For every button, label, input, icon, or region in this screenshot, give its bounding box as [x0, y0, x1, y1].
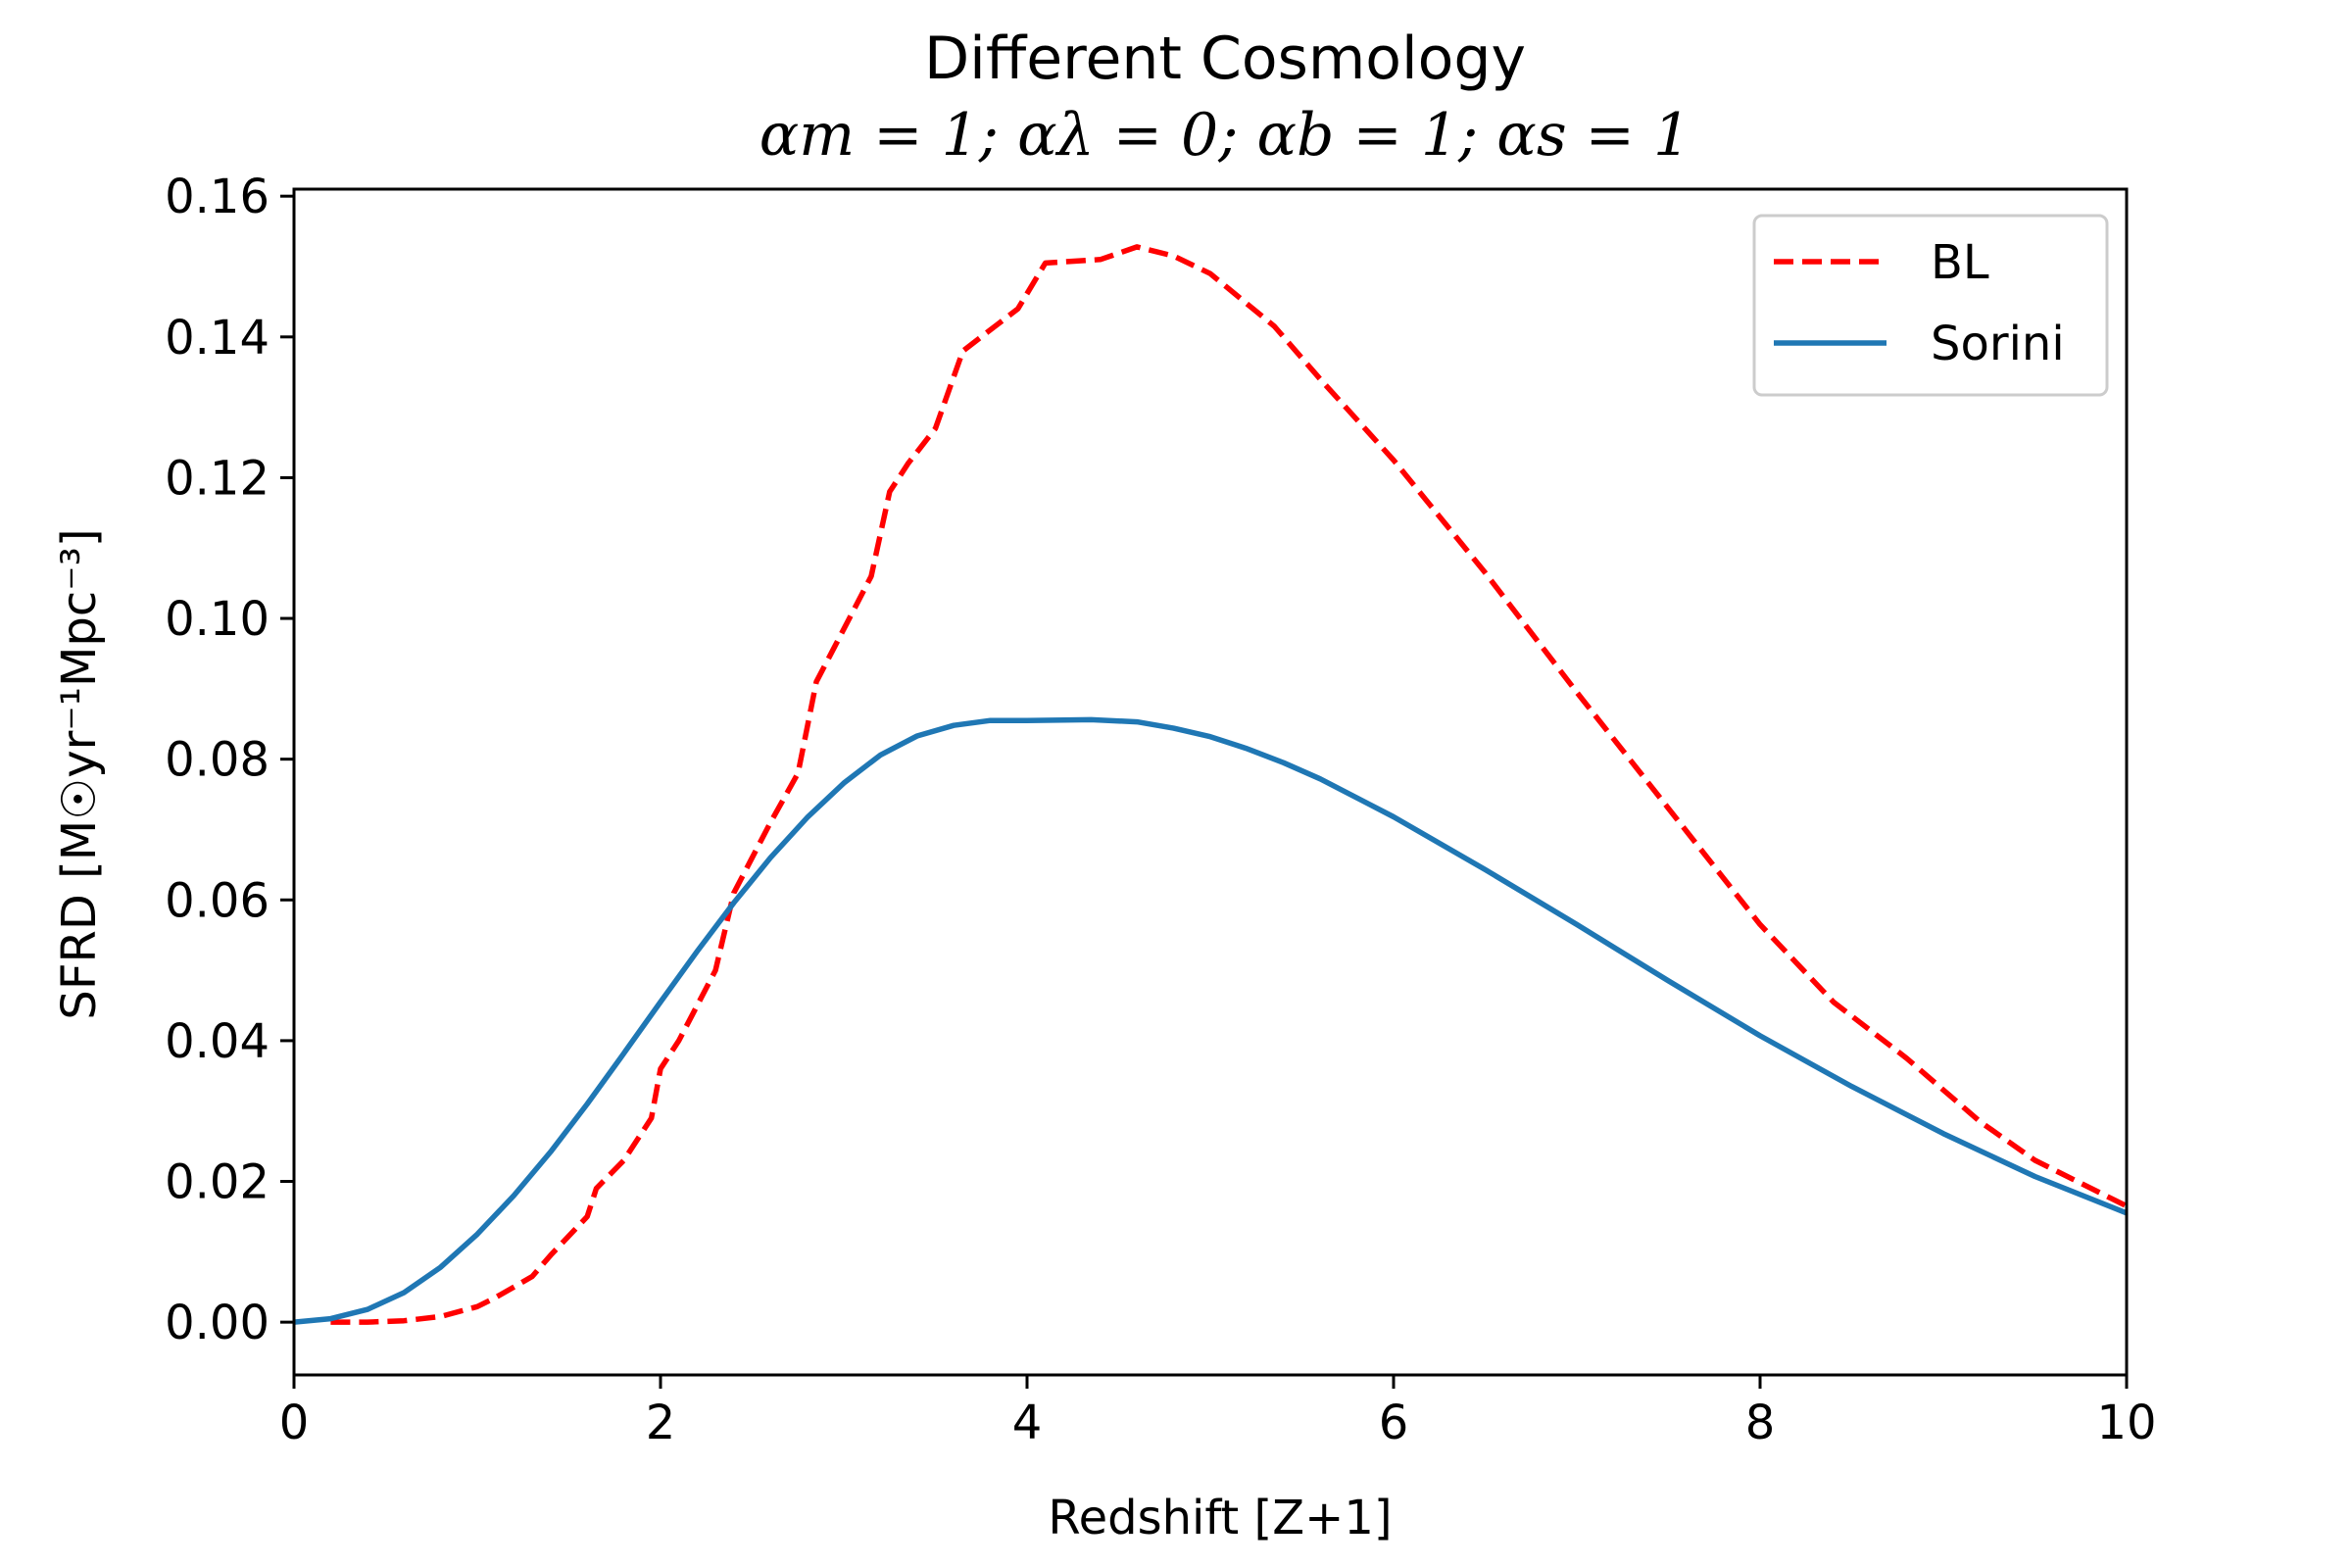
chart-title: Different Cosmology: [924, 24, 1526, 93]
y-tick-label: 0.06: [165, 873, 270, 928]
plot-frame: [292, 187, 2129, 1377]
x-tick-label: 8: [1745, 1396, 1776, 1450]
plot-area: [292, 187, 2129, 1377]
x-tick-label: 2: [646, 1396, 676, 1450]
y-tick-label: 0.12: [165, 451, 270, 506]
legend-label-sorini: Sorini: [1931, 317, 2065, 371]
y-axis-ticks: 0.00 0.02 0.04 0.06 0.08 0.10 0.12 0.14 0.16: [165, 170, 294, 1350]
legend-label-bl: BL: [1931, 235, 1989, 290]
x-tick-label: 4: [1012, 1396, 1043, 1450]
y-tick-label: 0.08: [165, 733, 270, 788]
x-axis-ticks: 0 2 4 6 8 10: [279, 1375, 2157, 1450]
y-tick-label: 0.02: [165, 1155, 270, 1210]
y-tick-label: 0.00: [165, 1296, 270, 1350]
x-tick-label: 6: [1379, 1396, 1409, 1450]
series-line-bl: [330, 244, 2127, 1325]
x-tick-label: 10: [2096, 1396, 2156, 1450]
chart-subtitle: αm = 1; αλ = 0; αb = 1; αs = 1: [760, 101, 1690, 170]
y-tick-label: 0.04: [165, 1014, 270, 1069]
legend: BL Sorini: [1752, 214, 2109, 397]
series-line-sorini: [294, 716, 2127, 1325]
y-tick-label: 0.14: [165, 311, 270, 366]
x-axis-label: Redshift [Z+1]: [1048, 1491, 1392, 1545]
x-tick-label: 0: [279, 1396, 310, 1450]
y-axis-label: SFRD [M☉yr⁻¹Mpc⁻³]: [52, 528, 107, 1019]
y-tick-label: 0.10: [165, 592, 270, 647]
y-tick-label: 0.16: [165, 170, 270, 224]
